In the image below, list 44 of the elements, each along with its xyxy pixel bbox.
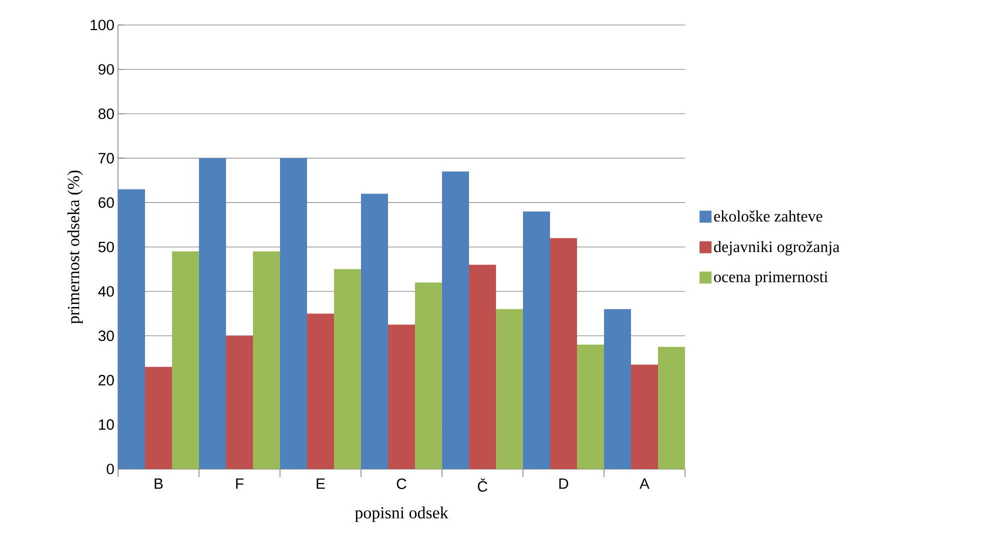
y-tick-label: 60 [98,197,114,208]
x-tick-label: A [640,478,650,489]
y-tick-label: 20 [98,374,114,386]
y-tick-label: 30 [98,330,114,342]
bar [388,324,416,469]
y-axis-title: primernost odseka (%) [67,170,83,324]
x-tick-label: C [396,478,406,490]
bar [469,264,496,469]
bar [172,251,200,469]
x-tick-label: B [154,478,163,489]
y-tick-label: 40 [98,286,114,297]
x-axis-title: popisni odsek [354,506,448,522]
bar [334,269,362,469]
bar [415,282,442,469]
bar [199,158,226,469]
x-tick-label: F [236,478,244,489]
bar [604,309,632,469]
bar [118,189,146,469]
y-tick-label: 0 [106,464,114,474]
bar [577,344,604,469]
bar [253,251,280,469]
y-tick-label: 50 [98,242,114,252]
y-tick-label: 80 [98,108,114,120]
bar [496,309,524,469]
legend-label: ekološke zahteve [714,210,822,222]
bar [658,346,686,469]
legend-label: dejavniki ogrožanja [714,240,840,256]
legend-label: ocena primernosti [714,272,828,286]
x-tick-label: Č [478,478,488,492]
y-tick-label: 70 [98,152,114,164]
x-tick-label: D [559,478,568,489]
bar [145,366,172,469]
bar [226,336,254,469]
bar [550,238,578,469]
bar [307,314,334,469]
y-tick-label: 10 [99,419,114,430]
y-tick-label: 100 [90,20,114,30]
x-tick-label: E [316,478,325,489]
bar [361,194,388,469]
bar [631,364,658,469]
bar [442,172,470,469]
bar [523,211,550,469]
y-tick-label: 90 [98,64,114,75]
bar [280,158,308,469]
